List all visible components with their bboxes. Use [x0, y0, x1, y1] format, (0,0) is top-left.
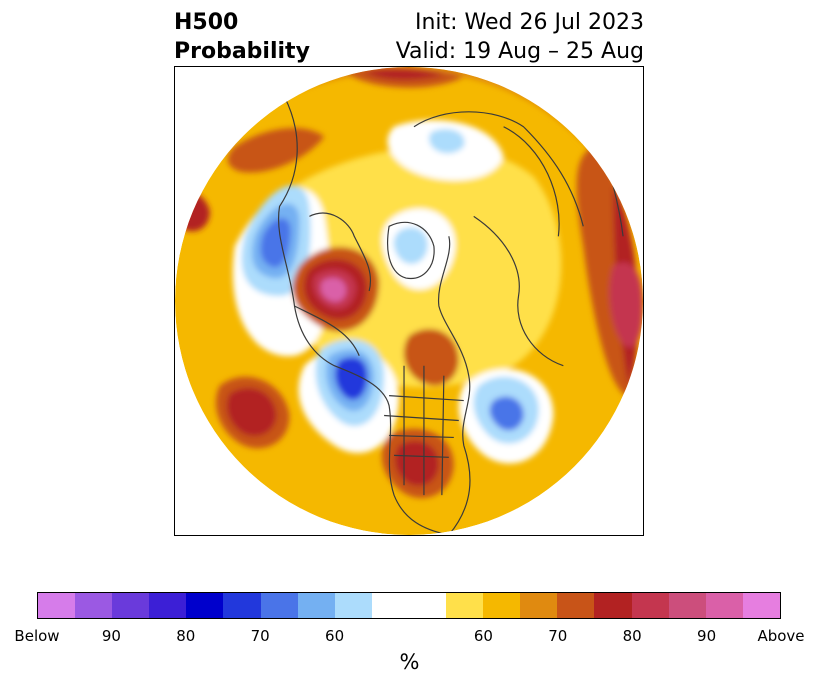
colorbar-segment	[371, 593, 409, 618]
colorbar-segment	[38, 593, 76, 618]
colorbar-unit: %	[399, 650, 420, 674]
colorbar-segment	[112, 593, 150, 618]
map-title-left: H500 Probability	[174, 8, 310, 66]
init-date: Init: Wed 26 Jul 2023	[414, 10, 644, 35]
colorbar-tick-label: 80	[176, 627, 196, 645]
colorbar-segment	[520, 593, 558, 618]
colorbar-tick-label: 90	[697, 627, 717, 645]
colorbar-labels: Below 90 80 70 60 60 70 80 90 Above	[0, 627, 819, 647]
colorbar-segment	[334, 593, 372, 618]
colorbar-segment	[705, 593, 743, 618]
title-type: Probability	[174, 39, 310, 64]
colorbar-tick-label: 70	[548, 627, 568, 645]
colorbar-segment	[186, 593, 224, 618]
colorbar-segment	[742, 593, 780, 618]
colorbar-segment	[594, 593, 632, 618]
colorbar-segment	[408, 593, 447, 618]
colorbar-tick-label: Below	[14, 627, 60, 645]
map-title-right: Init: Wed 26 Jul 2023 Valid: 19 Aug – 25…	[396, 8, 644, 66]
colorbar-segment	[631, 593, 669, 618]
colorbar-tick-label: Above	[757, 627, 805, 645]
colorbar-tick-label: 70	[250, 627, 270, 645]
colorbar-segment	[260, 593, 298, 618]
colorbar	[37, 592, 781, 619]
colorbar-segment	[483, 593, 521, 618]
colorbar-tick-label: 80	[622, 627, 642, 645]
coastlines	[278, 96, 624, 535]
colorbar-segment	[223, 593, 261, 618]
probability-field	[175, 67, 643, 535]
colorbar-tick-label: 60	[473, 627, 493, 645]
colorbar-segment	[75, 593, 113, 618]
colorbar-segment	[668, 593, 706, 618]
colorbar-tick-label: 90	[101, 627, 121, 645]
polar-map	[175, 67, 643, 535]
colorbar-segment	[297, 593, 335, 618]
title-field: H500	[174, 10, 239, 35]
valid-range: Valid: 19 Aug – 25 Aug	[395, 39, 644, 64]
colorbar-tick-label: 60	[325, 627, 345, 645]
map-panel	[174, 66, 644, 536]
colorbar-segment	[557, 593, 595, 618]
colorbar-segment	[446, 593, 484, 618]
colorbar-segment	[149, 593, 187, 618]
